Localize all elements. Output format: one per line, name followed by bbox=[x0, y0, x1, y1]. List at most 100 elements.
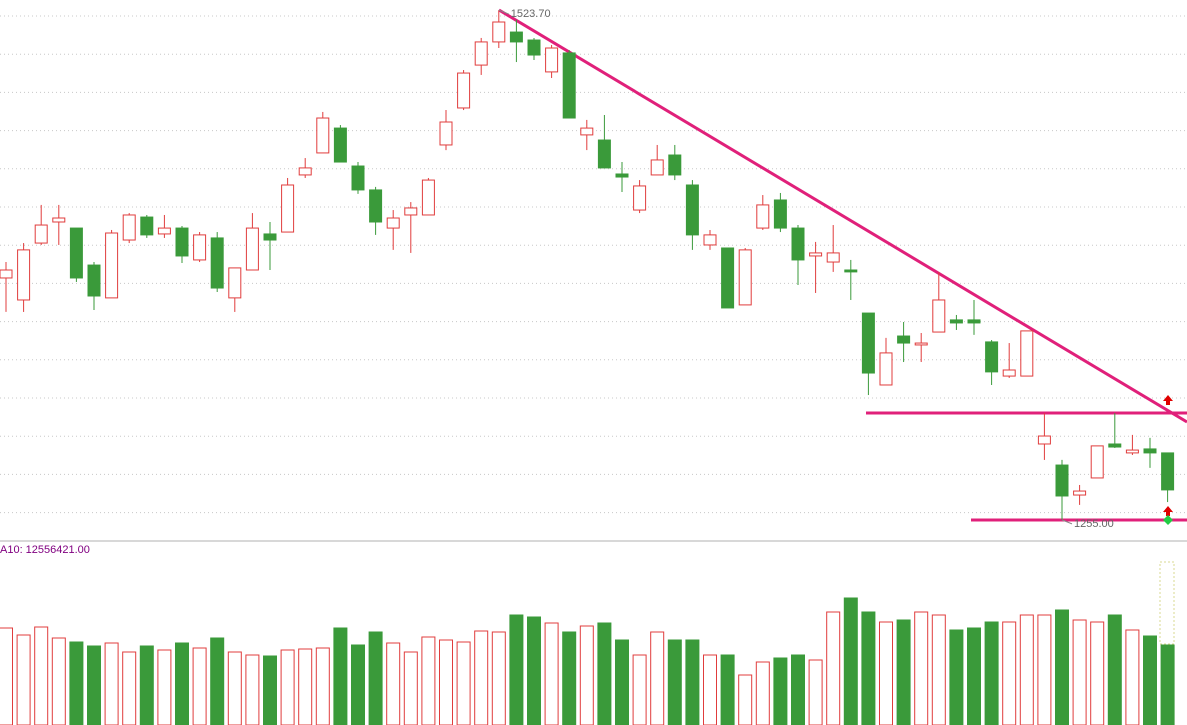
candle-body bbox=[844, 269, 858, 273]
volume-bar bbox=[87, 645, 101, 725]
candle-body bbox=[897, 335, 911, 344]
candle-body bbox=[175, 227, 189, 257]
candle-body bbox=[985, 341, 999, 373]
candle-body bbox=[140, 216, 154, 236]
volume-bar bbox=[227, 651, 242, 725]
candle-body bbox=[879, 352, 893, 386]
volume-bar bbox=[527, 616, 541, 725]
volume-bar bbox=[51, 637, 66, 725]
volume-bar bbox=[984, 621, 999, 725]
trend-line bbox=[498, 8, 1187, 424]
volume-bar bbox=[1090, 621, 1105, 725]
candle-body bbox=[333, 127, 347, 163]
volume-bar bbox=[104, 642, 119, 725]
candle-body bbox=[52, 217, 66, 223]
candle-body bbox=[615, 173, 629, 178]
volume-bar bbox=[421, 636, 436, 725]
volume-bar bbox=[632, 654, 647, 725]
candle-body bbox=[298, 167, 312, 176]
volume-bar bbox=[650, 631, 665, 725]
volume-bar bbox=[386, 642, 401, 725]
volume-bar bbox=[720, 654, 735, 725]
selection-box bbox=[1159, 561, 1175, 645]
volume-bar bbox=[1160, 644, 1175, 725]
candle-body bbox=[650, 159, 664, 176]
volume-bar bbox=[1143, 635, 1157, 725]
volume-bar bbox=[280, 649, 295, 725]
candle-body bbox=[809, 252, 823, 257]
volume-bar bbox=[579, 625, 594, 725]
candle-body bbox=[17, 249, 31, 301]
candle-body bbox=[721, 247, 735, 309]
volume-bar bbox=[1019, 614, 1034, 725]
candle-body bbox=[914, 342, 928, 346]
volume-bar bbox=[597, 622, 612, 725]
volume-bar bbox=[456, 641, 471, 725]
candle-body bbox=[1090, 445, 1104, 479]
candle-body bbox=[474, 41, 488, 66]
volume-bar bbox=[808, 659, 823, 725]
candle-body bbox=[386, 217, 400, 229]
candle-body bbox=[193, 234, 207, 261]
candle-body bbox=[105, 232, 119, 299]
candle-body bbox=[1143, 448, 1157, 454]
annotation-label: 1255.00 bbox=[1074, 518, 1114, 530]
candle-body bbox=[545, 47, 559, 73]
volume-ma-label: A10: 12556421.00 bbox=[0, 544, 90, 556]
volume-bar bbox=[896, 619, 911, 725]
candle-body bbox=[122, 214, 136, 241]
candle-body bbox=[597, 139, 611, 169]
volume-bar bbox=[298, 648, 313, 725]
volume-bar bbox=[861, 611, 876, 725]
candle-body bbox=[421, 179, 435, 216]
candle-body bbox=[932, 299, 946, 333]
volume-bar bbox=[562, 631, 577, 725]
candle-body bbox=[949, 319, 963, 324]
volume-bar bbox=[34, 626, 49, 725]
volume-bar bbox=[192, 647, 207, 725]
volume-bar bbox=[914, 611, 929, 725]
volume-bar bbox=[791, 654, 805, 725]
volume-bar bbox=[491, 631, 506, 725]
volume-bar bbox=[685, 639, 700, 725]
volume-bar bbox=[474, 630, 489, 725]
volume-bar bbox=[703, 654, 717, 725]
volume-bar bbox=[773, 657, 788, 725]
volume-bar bbox=[615, 639, 629, 725]
volume-bar bbox=[738, 674, 753, 725]
volume-bar bbox=[826, 611, 841, 725]
volume-bar bbox=[879, 621, 893, 725]
volume-bar bbox=[333, 627, 348, 725]
candle-body bbox=[738, 249, 752, 306]
candle-body bbox=[281, 184, 295, 233]
volume-bar bbox=[1107, 614, 1122, 725]
candle-body bbox=[245, 227, 259, 271]
volume-bar bbox=[175, 642, 189, 725]
volume-bar bbox=[1072, 619, 1087, 725]
volume-bar bbox=[931, 614, 946, 725]
candle-body bbox=[756, 204, 770, 229]
candle-body bbox=[404, 207, 418, 216]
volume-bar bbox=[368, 631, 383, 725]
candle-body bbox=[703, 234, 717, 246]
candle-body bbox=[861, 312, 875, 374]
candle-body bbox=[562, 52, 576, 119]
candle-body bbox=[1161, 452, 1175, 491]
candle-body bbox=[1020, 330, 1034, 377]
volume-bar bbox=[245, 654, 260, 725]
candle-body bbox=[439, 121, 453, 146]
candle-body bbox=[1073, 490, 1087, 496]
candle-body bbox=[791, 227, 805, 261]
volume-bar bbox=[967, 627, 981, 725]
candle-body bbox=[1037, 435, 1051, 445]
marker-icon bbox=[1163, 515, 1173, 525]
volume-bar bbox=[1002, 621, 1017, 725]
grid bbox=[0, 15, 1187, 514]
annotation-label: 1523.70 bbox=[511, 8, 551, 20]
annotation-pointer bbox=[1061, 519, 1073, 525]
volume-bar bbox=[122, 651, 137, 725]
candle-body bbox=[210, 237, 224, 289]
volume-bar bbox=[315, 647, 330, 725]
candle-body bbox=[1055, 464, 1069, 497]
candle-body bbox=[492, 21, 506, 43]
